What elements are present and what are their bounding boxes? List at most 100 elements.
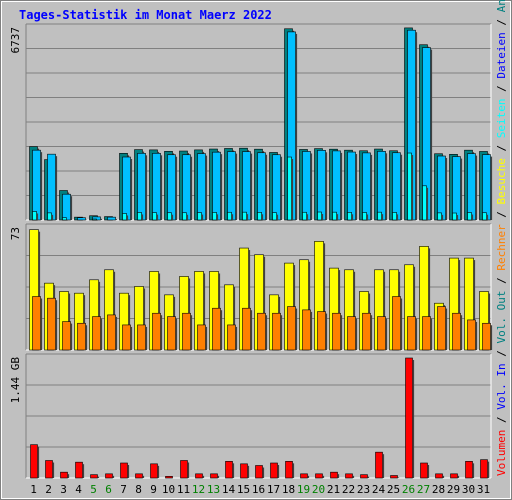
bar-volumen-day-26	[405, 357, 413, 479]
bar-shadow	[323, 243, 326, 350]
bar-volumen-day-14	[225, 461, 233, 479]
bar-rechner-day-1	[32, 296, 41, 351]
bar-shadow	[113, 271, 116, 350]
bar-volumen-day-10	[165, 476, 173, 479]
legend-entry-13: /	[495, 12, 508, 32]
bar-shadow	[98, 281, 101, 350]
bar-shadow	[112, 475, 115, 478]
bar-dateien-day-8	[137, 153, 146, 221]
bar-shadow	[70, 323, 73, 350]
bar-volumen-day-19	[300, 473, 308, 479]
bar-rechner-day-15	[242, 307, 251, 351]
bar-dateien-day-12	[197, 153, 206, 221]
bar-shadow	[471, 214, 474, 220]
x-tick-label-day-5: 5	[90, 483, 97, 496]
bar-dateien-day-20	[317, 150, 326, 221]
bar-dateien-day-11	[182, 154, 191, 221]
bar-dateien-day-2	[47, 153, 56, 221]
x-axis-day-labels: 1 2 3 4 5 6 7 8 9 10 11 12 13 14 15 16 17 18 19 20 21 22 23 24 2…	[30, 483, 490, 496]
legend-entry-9: /	[495, 138, 508, 158]
bar-volumen-day-7	[120, 462, 128, 479]
bar-shadow	[415, 32, 418, 220]
bar-volumen-day-5	[90, 474, 98, 479]
x-tick-label-day-9: 9	[150, 483, 157, 496]
x-tick-label-day-21: 21	[327, 483, 340, 496]
bar-shadow	[370, 315, 373, 350]
bar-seiten-day-10	[167, 212, 172, 221]
bar-shadow	[158, 273, 161, 350]
bar-shadow	[445, 158, 448, 220]
bar-volumen-day-23	[360, 474, 368, 479]
bar-shadow	[235, 153, 238, 220]
x-tick-label-day-7: 7	[120, 483, 127, 496]
bar-dateien-day-22	[347, 151, 356, 221]
bar-dateien-day-28	[437, 155, 446, 221]
bar-shadow	[247, 465, 250, 478]
bar-rechner-day-11	[182, 312, 191, 351]
bar-shadow	[201, 214, 204, 220]
bar-seiten-day-25	[392, 212, 397, 221]
bar-seiten-day-11	[182, 212, 187, 221]
bar-seiten-day-22	[347, 212, 352, 221]
legend-entry-7: /	[495, 204, 508, 224]
bar-rechner-day-28	[437, 306, 446, 351]
bar-shadow	[175, 156, 178, 220]
x-tick-label-day-26: 26	[402, 483, 415, 496]
bar-shadow	[487, 461, 490, 478]
x-tick-label-day-30: 30	[462, 483, 475, 496]
bar-rechner-day-21	[332, 312, 341, 351]
bar-shadow	[336, 214, 339, 220]
bar-shadow	[385, 153, 388, 220]
bar-seiten-day-20	[317, 211, 322, 221]
bar-volumen-day-4	[75, 461, 83, 479]
x-tick-label-day-2: 2	[45, 483, 52, 496]
legend-entry-3: /	[495, 344, 508, 364]
bar-seiten-day-21	[332, 211, 337, 221]
bar-shadow	[351, 214, 354, 220]
x-tick-label-day-12: 12	[192, 483, 205, 496]
x-tick-label-day-14: 14	[222, 483, 236, 496]
bar-shadow	[355, 154, 358, 220]
bar-volumen-day-1	[30, 444, 38, 479]
bar-shadow	[382, 454, 385, 478]
bar-shadow	[355, 318, 358, 350]
bar-rechner-day-17	[272, 312, 281, 351]
bar-shadow	[203, 273, 206, 350]
bar-seiten-day-28	[437, 212, 442, 221]
bar-shadow	[100, 218, 103, 220]
bar-shadow	[400, 298, 403, 350]
bar-shadow	[383, 271, 386, 350]
bar-seiten-day-7	[122, 213, 127, 221]
bar-shadow	[187, 462, 190, 478]
bar-shadow	[490, 156, 493, 220]
bar-shadow	[460, 158, 463, 220]
bar-volumen-day-30	[465, 461, 473, 479]
bar-seiten-day-3	[62, 217, 67, 221]
bar-shadow	[128, 295, 131, 350]
bar-volumen-day-25	[390, 475, 398, 479]
bar-shadow	[250, 153, 253, 220]
bar-volumen-day-13	[210, 473, 218, 479]
bar-dateien-day-25	[392, 152, 401, 221]
x-tick-label-day-4: 4	[75, 483, 82, 496]
bar-rechner-day-22	[347, 316, 356, 351]
bar-shadow	[186, 214, 189, 220]
x-tick-label-day-25: 25	[387, 483, 400, 496]
bar-rechner-day-2	[47, 297, 56, 351]
legend-entry-8: Besuche	[495, 158, 508, 204]
bar-dateien-day-6	[107, 216, 116, 221]
bar-shadow	[220, 310, 223, 350]
bar-dateien-day-3	[62, 193, 71, 221]
bar-volumen-day-28	[435, 473, 443, 479]
bar-rechner-day-16	[257, 312, 266, 351]
x-tick-label-day-22: 22	[342, 483, 355, 496]
bar-rechner-day-12	[197, 324, 206, 351]
series-rechner	[32, 296, 493, 351]
bar-rechner-day-23	[362, 312, 371, 351]
legend-entry-0: Volumen	[495, 430, 508, 476]
bar-seiten-day-9	[152, 212, 157, 221]
bar-volumen-day-16	[255, 465, 263, 479]
bar-dateien-day-15	[242, 151, 251, 221]
bar-shadow	[291, 159, 294, 220]
bar-shadow	[115, 316, 118, 350]
